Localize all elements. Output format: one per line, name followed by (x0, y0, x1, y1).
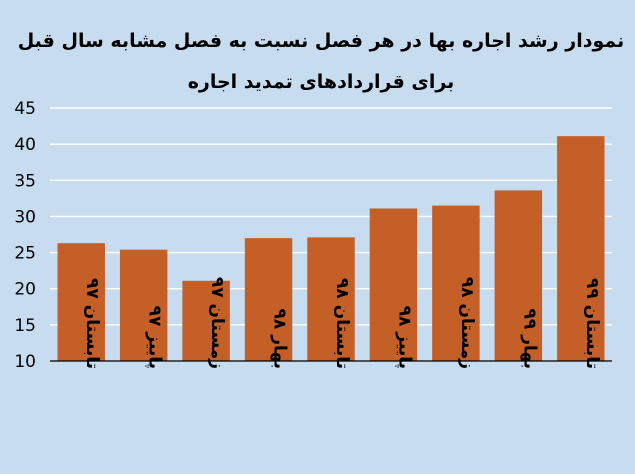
x-tick-label: زمستان ۹۸ (457, 277, 477, 369)
bar (244, 238, 293, 361)
x-tick-label: بهار ۹۸ (270, 309, 290, 369)
chart-title-line-1: نمودار رشد اجاره بها در هر فصل نسبت به ف… (18, 30, 625, 52)
x-tick-label: تابستان ۹۸ (332, 278, 352, 369)
bar (307, 237, 355, 361)
bar (57, 243, 105, 361)
y-axis-tick-labels: 10 15 20 25 30 35 40 45 (14, 99, 36, 372)
bar (119, 249, 168, 361)
y-tick-label: 40 (14, 135, 36, 155)
y-tick-label: 30 (14, 207, 36, 227)
x-tick-label: پاییز ۹۷ (145, 306, 165, 369)
bar (494, 190, 543, 361)
y-tick-label: 10 (14, 352, 36, 372)
y-tick-label: 25 (14, 244, 36, 264)
y-tick-label: 20 (14, 280, 36, 300)
x-tick-label: زمستان ۹۷ (207, 277, 227, 369)
chart-title-line-2: برای قراردادهای تمدید اجاره (188, 71, 455, 93)
y-tick-label: 45 (14, 99, 36, 119)
bar (369, 208, 418, 361)
x-axis-tick-labels: تابستان ۹۷ پاییز ۹۷ زمستان ۹۷ بهار ۹۸ تابستا… (82, 277, 602, 369)
bars (57, 136, 605, 361)
y-tick-label: 15 (14, 316, 36, 336)
y-tick-label: 35 (14, 171, 36, 191)
bar (557, 136, 605, 361)
bar (182, 280, 230, 361)
x-tick-label: بهار ۹۹ (519, 309, 539, 369)
bar (432, 205, 480, 361)
x-tick-label: تابستان ۹۹ (582, 278, 602, 369)
x-tick-label: تابستان ۹۷ (82, 278, 102, 369)
chart-title: نمودار رشد اجاره بها در هر فصل نسبت به ف… (18, 30, 625, 93)
x-tick-label: پاییز ۹۸ (394, 306, 414, 369)
